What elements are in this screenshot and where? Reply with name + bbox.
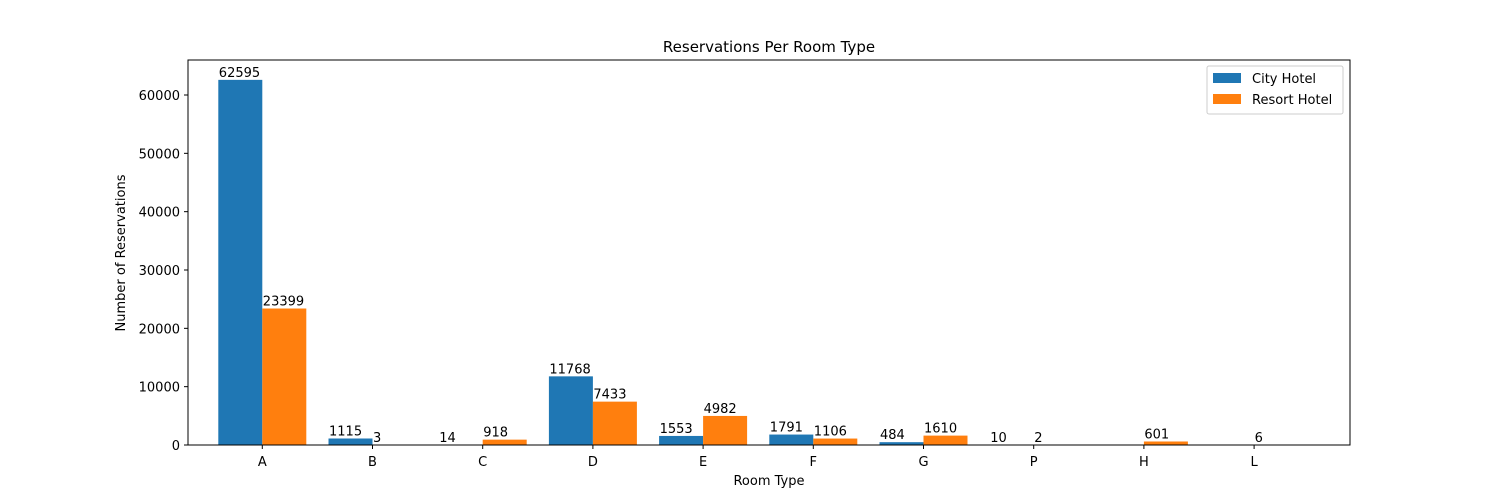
x-tick-label-l: L <box>1250 455 1258 470</box>
data-label-city-hotel-p: 10 <box>990 431 1007 446</box>
y-tick-label-30000: 30000 <box>139 264 180 279</box>
y-tick-label-40000: 40000 <box>139 206 180 221</box>
bars <box>218 79 1299 446</box>
x-tick-label-h: H <box>1139 455 1149 470</box>
bar-resort-hotel-a <box>262 308 307 445</box>
bar-resort-hotel-f <box>813 438 858 445</box>
y-tick-label-10000: 10000 <box>139 381 180 396</box>
chart-title: Reservations Per Room Type <box>663 38 875 56</box>
x-tick-label-g: G <box>918 455 928 470</box>
legend-swatch-resort-hotel <box>1213 94 1241 104</box>
legend-label-resort-hotel: Resort Hotel <box>1252 93 1332 108</box>
x-tick-label-c: C <box>478 455 487 470</box>
data-label-resort-hotel-p: 2 <box>1034 431 1042 446</box>
plot-frame <box>187 59 1351 446</box>
y-tick-label-20000: 20000 <box>139 322 180 337</box>
bar-city-hotel-a <box>218 79 263 446</box>
bar-city-hotel-f <box>769 434 814 445</box>
bar-city-hotel-e <box>659 435 704 445</box>
bar-resort-hotel-d <box>592 401 637 445</box>
bar-resort-hotel-g <box>923 435 968 445</box>
x-tick-label-e: E <box>699 455 707 470</box>
bar-city-hotel-g <box>879 442 924 445</box>
x-tick-label-f: F <box>810 455 817 470</box>
data-labels: 62595 1115 14 11768 1553 1791 484 10 23399 3 918 74… <box>219 66 1263 446</box>
bar-city-hotel-b <box>328 438 373 445</box>
data-label-city-hotel-b: 1115 <box>329 424 362 439</box>
data-label-resort-hotel-l: 6 <box>1255 431 1263 446</box>
data-label-resort-hotel-c: 918 <box>483 426 508 441</box>
data-label-city-hotel-f: 1791 <box>770 421 803 436</box>
bar-city-hotel-d <box>548 376 593 445</box>
y-tick-label-50000: 50000 <box>139 147 180 162</box>
data-label-city-hotel-g: 484 <box>880 428 905 443</box>
bar-resort-hotel-h <box>1143 441 1188 445</box>
y-axis: 0 10000 20000 30000 40000 50000 60000 <box>139 89 188 454</box>
data-label-resort-hotel-f: 1106 <box>814 425 847 440</box>
x-tick-label-p: P <box>1030 455 1038 470</box>
data-label-resort-hotel-h: 601 <box>1144 427 1169 442</box>
data-label-city-hotel-d: 11768 <box>549 362 590 377</box>
bar-resort-hotel-e <box>703 415 748 445</box>
x-tick-label-b: B <box>368 455 377 470</box>
y-tick-label-0: 0 <box>172 439 180 454</box>
x-tick-label-a: A <box>258 455 267 470</box>
data-label-city-hotel-e: 1553 <box>660 422 693 437</box>
y-axis-label: Number of Reservations <box>114 174 129 331</box>
data-label-city-hotel-a: 62595 <box>219 66 260 81</box>
data-label-resort-hotel-d: 7433 <box>593 388 626 403</box>
data-label-resort-hotel-g: 1610 <box>924 422 957 437</box>
x-tick-label-d: D <box>588 455 598 470</box>
legend-label-city-hotel: City Hotel <box>1252 72 1316 87</box>
data-label-resort-hotel-e: 4982 <box>704 402 737 417</box>
x-axis-label: Room Type <box>733 474 804 489</box>
y-tick-label-60000: 60000 <box>139 89 180 104</box>
data-label-resort-hotel-b: 3 <box>373 431 381 446</box>
bar-resort-hotel-c <box>482 439 527 445</box>
data-label-city-hotel-c: 14 <box>439 431 456 446</box>
legend: City Hotel Resort Hotel <box>1206 65 1344 115</box>
data-label-resort-hotel-a: 23399 <box>263 295 304 310</box>
legend-swatch-city-hotel <box>1213 73 1241 83</box>
